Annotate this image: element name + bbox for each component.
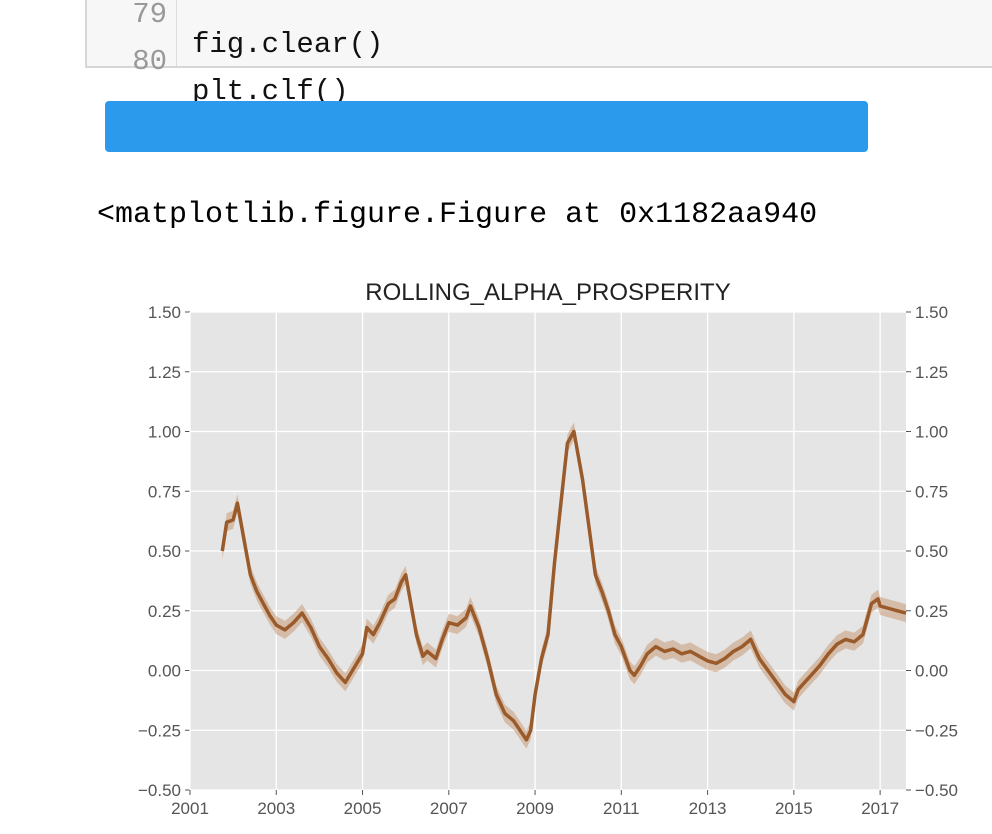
rolling-alpha-chart: ROLLING_ALPHA_PROSPERITY 1.50 1.50 1.25 1.25… <box>138 279 958 818</box>
cell-output-text: <matplotlib.figure.Figure at 0x1182aa940 <box>97 198 818 232</box>
y-tick-label: 0.75 <box>148 482 181 501</box>
x-tick-label: 2011 <box>603 799 640 818</box>
x-tick-label: 2005 <box>344 799 382 818</box>
y-tick-label-right: 0.50 <box>915 542 948 561</box>
y-tick-label-right: −0.25 <box>915 721 958 740</box>
x-tick-label: 2001 <box>171 799 209 818</box>
y-tick-label: −0.25 <box>138 721 181 740</box>
y-tick-label: 1.25 <box>148 363 181 382</box>
line-number: 79 <box>132 0 167 31</box>
code-line[interactable]: 80 plt.clf() <box>87 17 987 107</box>
y-tick-label-right: 1.50 <box>915 303 948 322</box>
series-line <box>220 429 907 742</box>
code-text[interactable]: fig.clear() <box>192 28 384 61</box>
y-tick-label-right: −0.50 <box>915 781 958 800</box>
x-tick-label: 2013 <box>689 799 727 818</box>
x-tick-label: 2007 <box>430 799 468 818</box>
y-tick-label-right: 0.25 <box>915 602 948 621</box>
y-tick-label-right: 1.25 <box>915 363 948 382</box>
progress-bar <box>105 101 868 152</box>
y-tick-label-right: 1.00 <box>915 423 948 442</box>
y-tick-label: 0.25 <box>148 602 181 621</box>
x-tick-label: 2009 <box>516 799 554 818</box>
y-tick-label: 1.00 <box>148 423 181 442</box>
x-tick-label: 2003 <box>257 799 295 818</box>
code-cell[interactable]: 79 fig.clear() 80 plt.clf() <box>85 0 992 107</box>
y-tick-label-right: 0.75 <box>915 482 948 501</box>
y-tick-label: 0.50 <box>148 542 181 561</box>
y-tick-label: −0.50 <box>138 781 181 800</box>
line-number-gutter <box>87 0 177 66</box>
chart-title: ROLLING_ALPHA_PROSPERITY <box>365 279 730 306</box>
x-tick-label: 2015 <box>775 799 813 818</box>
y-tick-label: 1.50 <box>148 303 181 322</box>
x-tick-label: 2017 <box>861 799 899 818</box>
line-number: 80 <box>132 45 167 78</box>
y-tick-label-right: 0.00 <box>915 662 948 681</box>
y-tick-label: 0.00 <box>148 662 181 681</box>
